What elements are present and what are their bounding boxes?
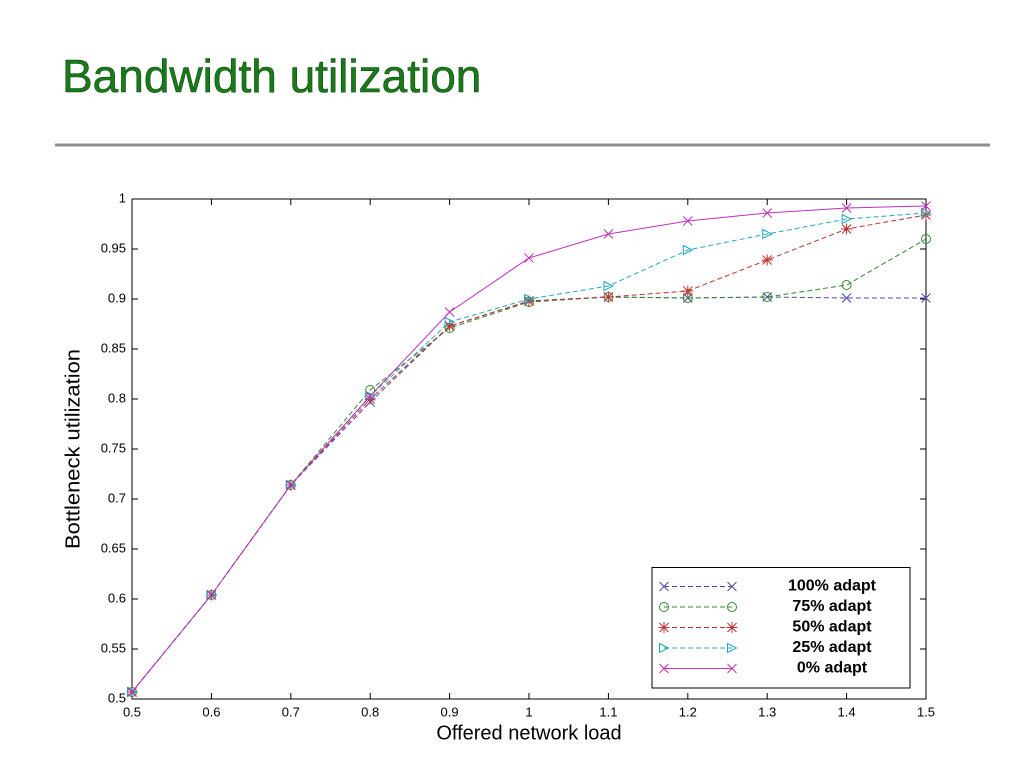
marker	[921, 293, 931, 303]
x-axis-label: Offered network load	[436, 722, 621, 744]
marker	[127, 686, 138, 698]
marker	[602, 291, 614, 303]
x-tick-label: 1.1	[599, 704, 617, 719]
legend-marker	[727, 642, 738, 654]
marker	[524, 293, 535, 305]
legend-label: 25% adapt	[792, 639, 872, 656]
marker	[682, 244, 694, 256]
y-tick-label: 0.6	[108, 590, 126, 605]
legend-marker	[726, 622, 738, 633]
marker	[365, 391, 376, 401]
marker	[841, 213, 853, 225]
marker	[762, 208, 773, 218]
marker	[841, 203, 852, 213]
marker	[206, 590, 217, 600]
legend-label: 100% adapt	[788, 578, 877, 595]
marker	[127, 687, 137, 697]
marker	[921, 201, 931, 211]
marker	[365, 390, 376, 402]
series-line	[131, 212, 927, 693]
x-tick-label: 1.3	[758, 704, 776, 719]
x-tick-label: 1	[525, 704, 532, 719]
marker	[762, 228, 773, 240]
marker	[444, 307, 455, 317]
x-tick-label: 0.7	[282, 704, 300, 719]
y-tick-label: 0.7	[108, 490, 126, 505]
y-tick-label: 0.55	[101, 640, 126, 655]
marker	[682, 216, 693, 226]
legend-marker	[727, 602, 737, 612]
marker	[444, 320, 456, 332]
marker	[206, 589, 218, 601]
legend-label: 50% adapt	[792, 619, 872, 636]
y-tick-label: 0.9	[108, 290, 126, 305]
y-tick-label: 1	[119, 190, 126, 205]
legend-marker	[659, 642, 670, 654]
marker	[841, 293, 852, 303]
marker	[841, 280, 852, 290]
marker	[682, 285, 694, 297]
legend-marker	[659, 663, 669, 674]
y-tick-label: 0.85	[101, 340, 126, 355]
marker	[921, 207, 932, 219]
marker	[524, 253, 534, 263]
x-tick-label: 1.5	[917, 704, 935, 719]
marker	[285, 480, 296, 490]
marker	[364, 393, 376, 405]
y-tick-label: 0.75	[101, 440, 126, 455]
legend-label: 0% adapt	[797, 660, 868, 677]
marker	[921, 234, 931, 244]
x-tick-label: 0.6	[202, 704, 220, 719]
x-tick-label: 0.9	[441, 704, 459, 719]
y-tick-label: 0.8	[108, 390, 126, 405]
legend-marker	[727, 663, 737, 674]
marker	[762, 292, 773, 302]
legend-marker	[659, 581, 669, 592]
marker	[444, 316, 456, 328]
y-tick-label: 0.65	[101, 540, 126, 555]
legend-marker	[659, 602, 669, 612]
marker	[603, 229, 614, 239]
legend-box	[651, 567, 911, 689]
marker	[841, 223, 853, 235]
x-tick-label: 1.4	[838, 704, 856, 719]
y-axis-label: Bottleneck utilization	[62, 349, 84, 549]
legend-label: 75% adapt	[792, 598, 872, 615]
y-tick-label: 0.95	[101, 240, 126, 255]
x-tick-label: 0.5	[123, 704, 141, 719]
slide-title: Bandwidth utilization	[62, 50, 481, 102]
y-tick-label: 0.5	[108, 690, 126, 705]
legend-marker	[658, 622, 670, 633]
marker	[285, 479, 297, 491]
x-tick-label: 1.2	[679, 704, 697, 719]
x-tick-label: 0.8	[361, 704, 379, 719]
legend-marker	[727, 581, 737, 592]
marker	[603, 280, 615, 292]
marker	[761, 254, 773, 266]
